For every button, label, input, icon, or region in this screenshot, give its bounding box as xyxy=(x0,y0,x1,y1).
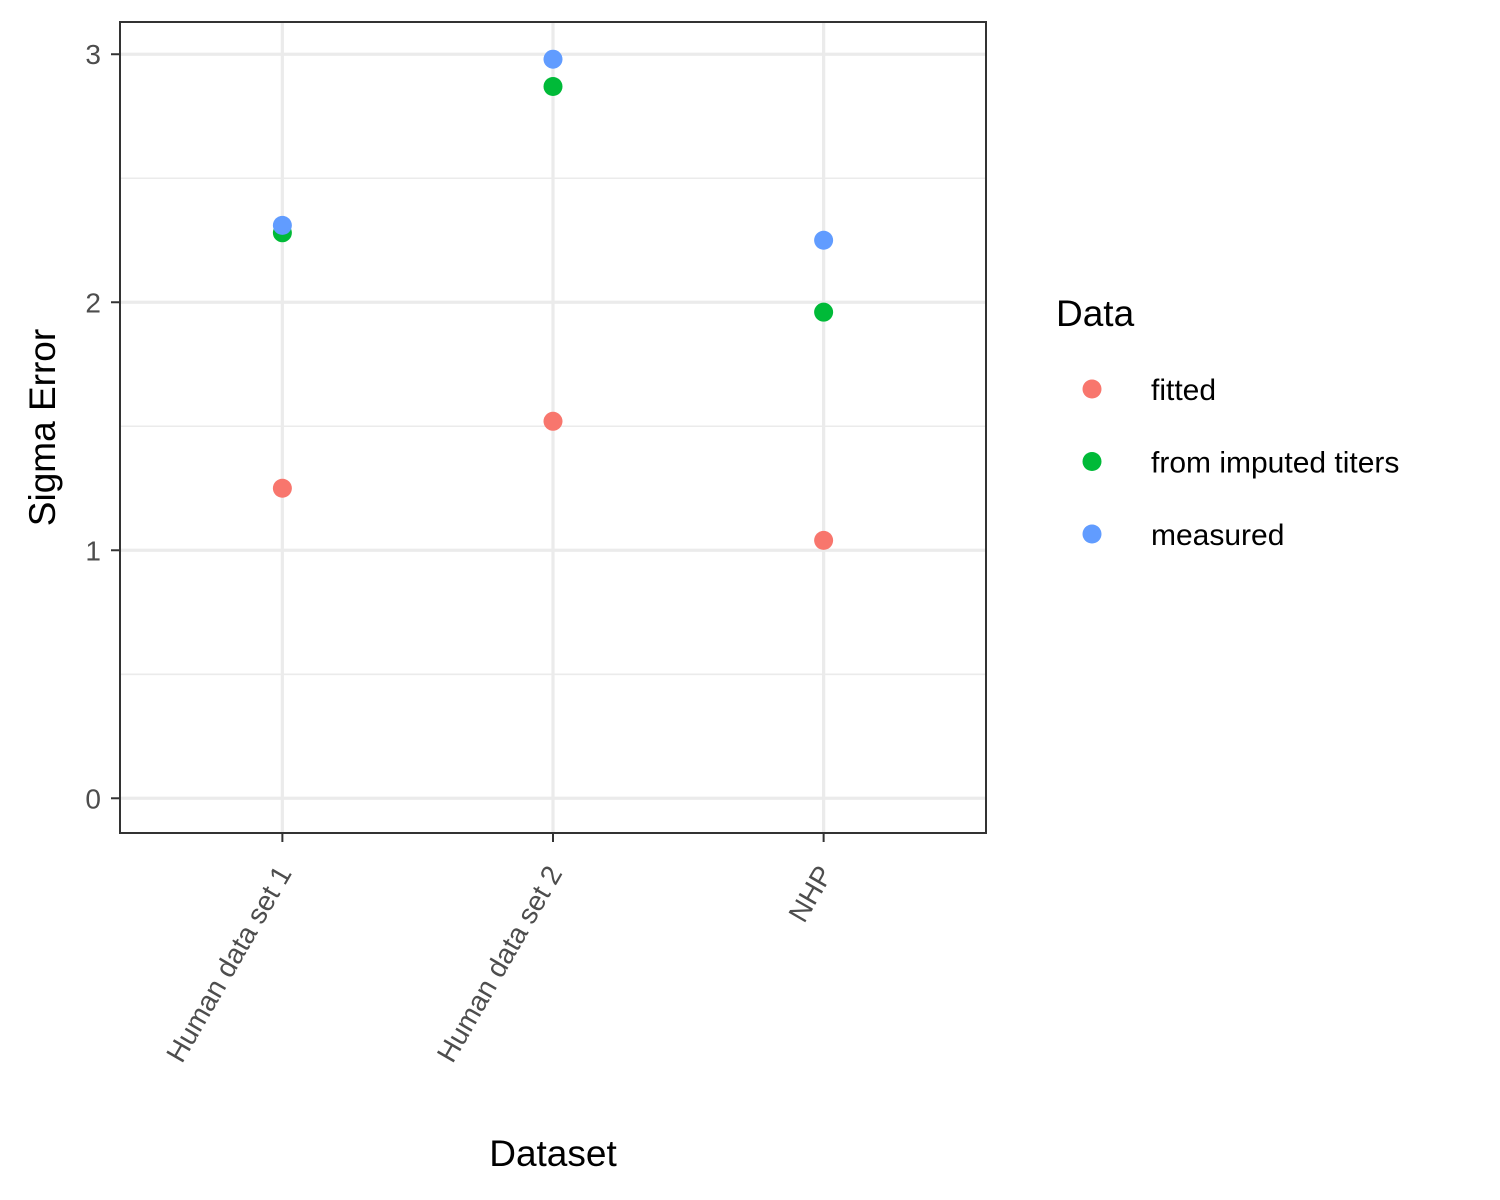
legend-key xyxy=(1082,379,1102,399)
data-point xyxy=(272,215,292,235)
y-axis-title: Sigma Error xyxy=(22,329,63,526)
data-points xyxy=(272,49,834,550)
y-axis: 0 1 2 3 xyxy=(85,39,120,814)
legend-label: measured xyxy=(1151,519,1284,552)
y-tick-label: 0 xyxy=(85,783,101,814)
data-point xyxy=(814,230,834,250)
data-point xyxy=(272,478,292,498)
y-tick-label: 2 xyxy=(85,287,101,318)
x-axis-title: Dataset xyxy=(489,1133,617,1174)
data-point xyxy=(543,411,563,431)
data-point xyxy=(543,49,563,69)
legend-key xyxy=(1082,524,1102,544)
legend: Data fitted from imputed titers measured xyxy=(1056,293,1399,552)
legend-key xyxy=(1082,452,1102,471)
legend-title: Data xyxy=(1056,293,1135,334)
legend-label: from imputed titers xyxy=(1151,447,1399,480)
data-point xyxy=(543,76,563,96)
legend-label: fitted xyxy=(1151,374,1216,407)
data-point xyxy=(814,302,834,322)
y-tick-label: 3 xyxy=(85,39,101,70)
data-point xyxy=(814,530,834,550)
y-tick-label: 1 xyxy=(85,535,101,566)
